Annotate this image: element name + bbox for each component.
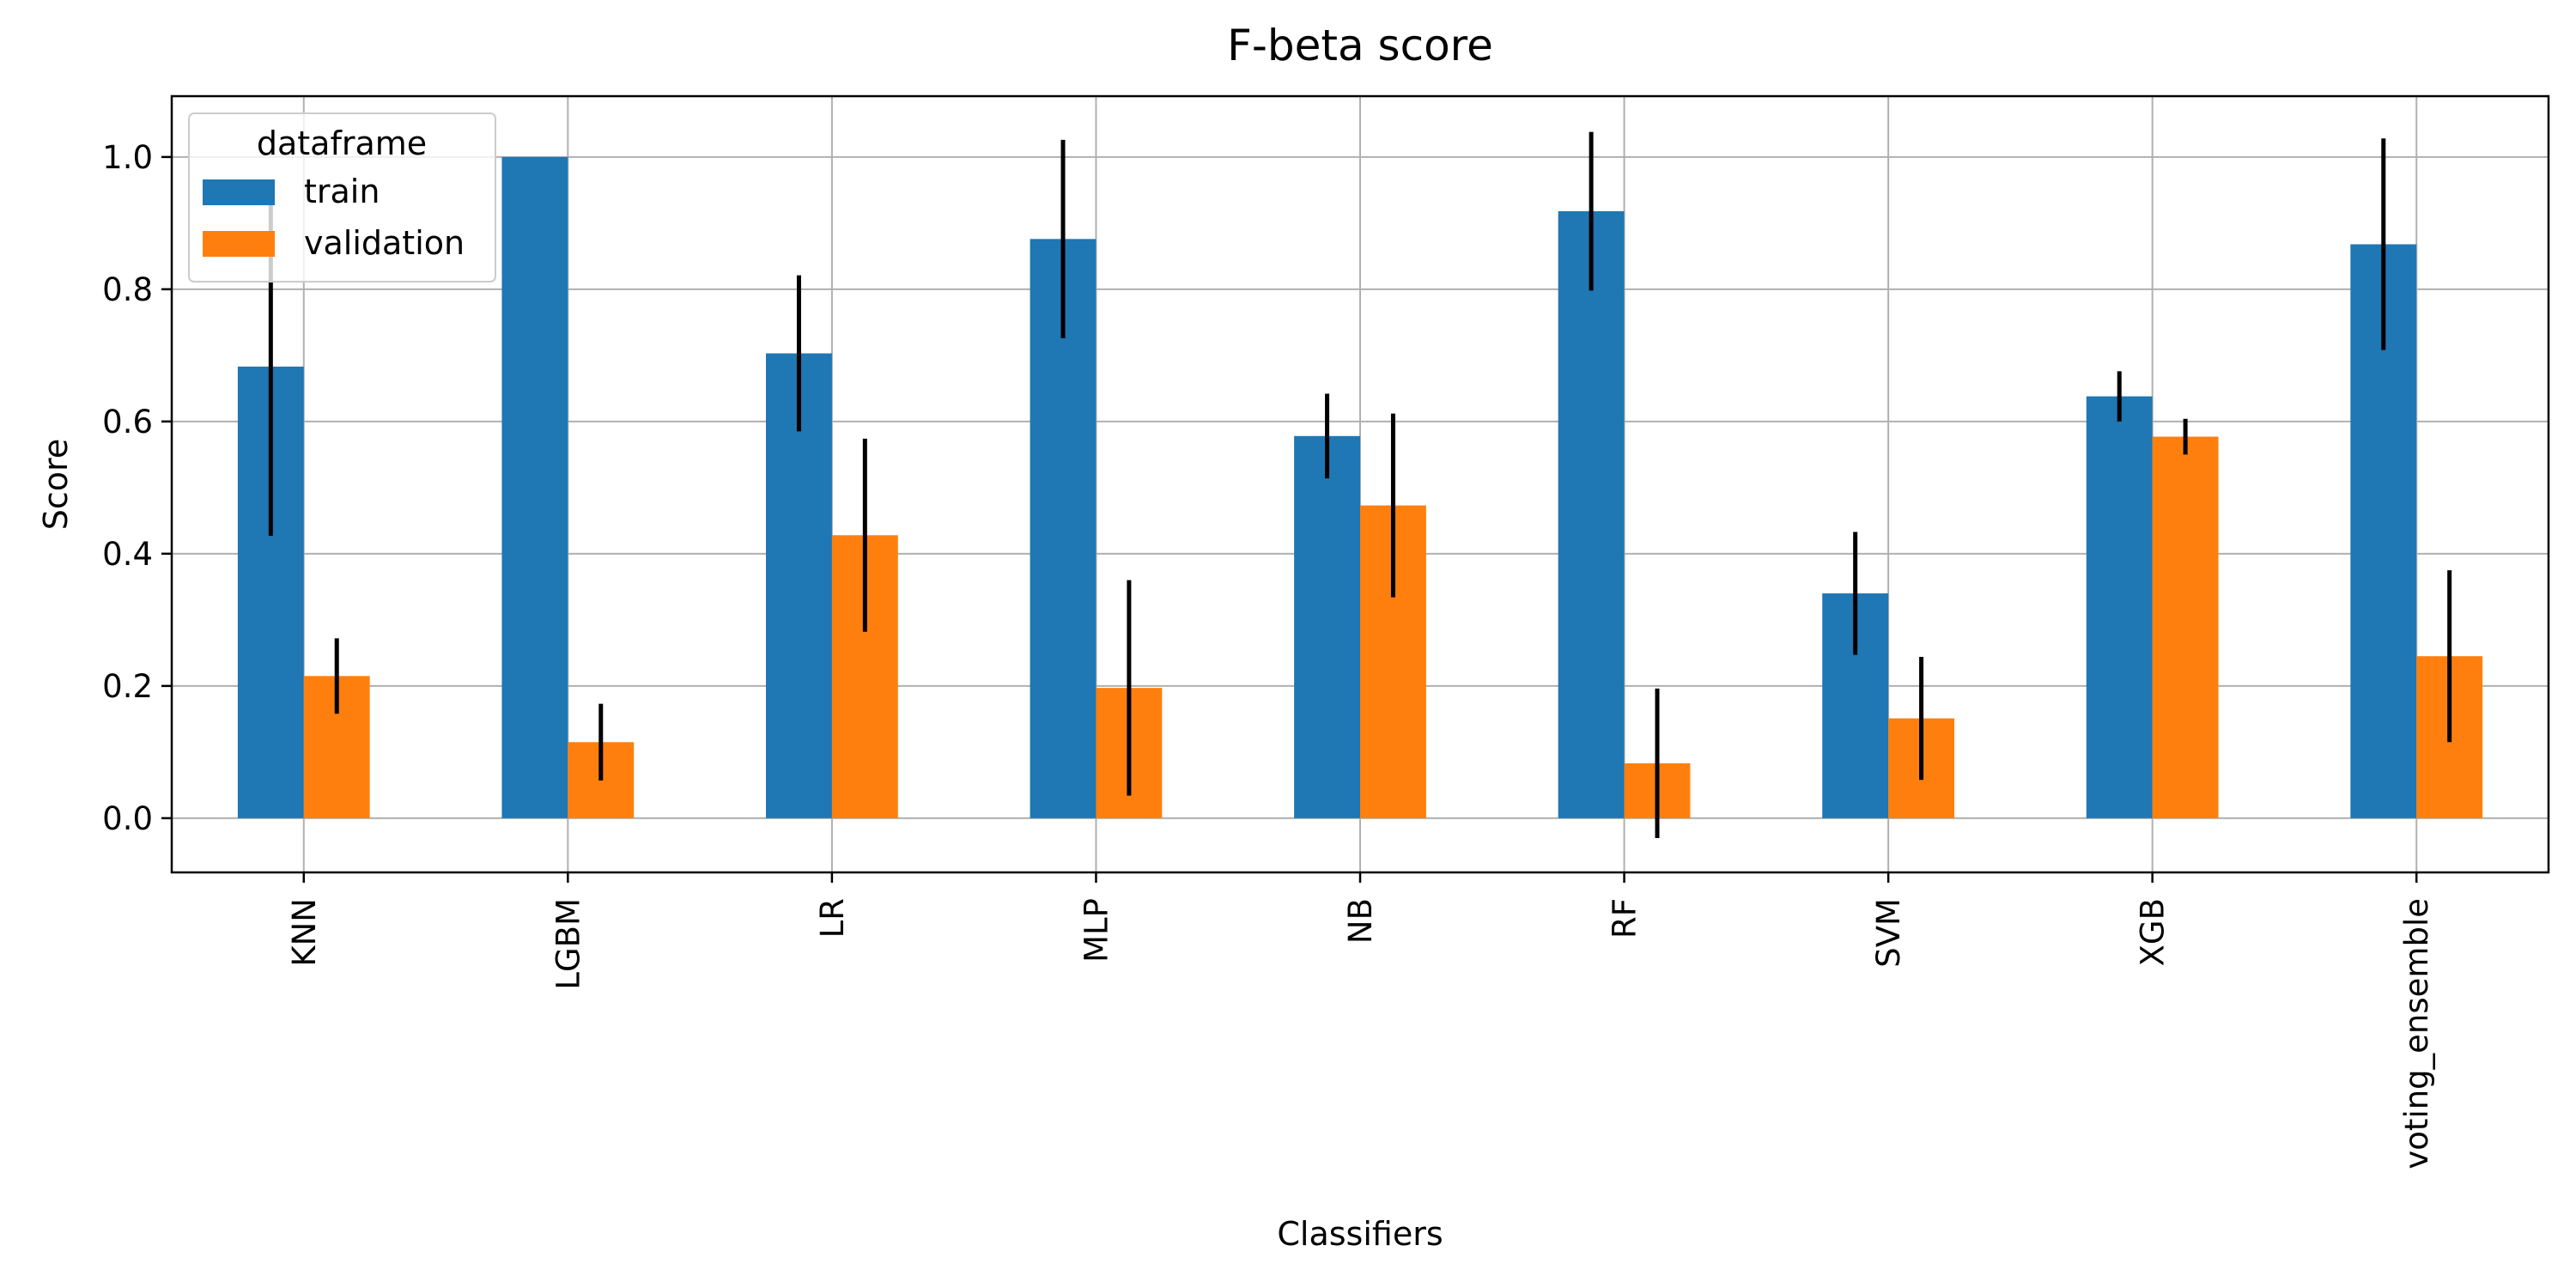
y-tick-label: 0.4	[102, 536, 153, 573]
x-tick-label-rf: RF	[1607, 898, 1643, 939]
x-tick-label-nb: NB	[1342, 898, 1379, 944]
bar-train-nb	[1294, 435, 1360, 818]
x-tick-label-svm: SVM	[1870, 898, 1907, 968]
bar-train-lgbm	[501, 156, 568, 818]
x-tick-label-lr: LR	[814, 898, 851, 938]
x-tick-label-xgb: XGB	[2135, 898, 2172, 966]
y-tick-label: 0.6	[102, 404, 153, 440]
legend-swatch-train	[203, 179, 275, 205]
legend-label-validation: validation	[304, 224, 465, 262]
legend: dataframe train validation	[188, 112, 496, 283]
bar-train-xgb	[2086, 396, 2153, 818]
x-tick-label-voting-ensemble: voting_ensemble	[2398, 898, 2435, 1170]
y-tick-label: 0.0	[102, 800, 153, 837]
chart-title: F-beta score	[1227, 21, 1493, 70]
y-axis-label: Score	[37, 439, 75, 530]
x-axis-label: Classifiers	[1277, 1215, 1443, 1253]
legend-swatch-validation	[203, 231, 275, 257]
x-tick-label-lgbm: LGBM	[550, 898, 586, 990]
y-tick-label: 1.0	[102, 139, 153, 176]
error-bars	[268, 131, 2452, 838]
x-tick-label-knn: KNN	[286, 898, 323, 967]
y-tick-label: 0.2	[102, 668, 153, 705]
bar-train-rf	[1558, 210, 1625, 818]
bars	[237, 156, 2483, 818]
x-tick-label-mlp: MLP	[1078, 898, 1115, 963]
y-tick-label: 0.8	[102, 271, 153, 308]
bar-validation-xgb	[2152, 436, 2219, 818]
legend-title: dataframe	[257, 125, 427, 162]
legend-label-train: train	[304, 173, 380, 210]
axis-ticks: 0.0 0.2 0.4 0.6 0.8 1.0 KNN LGBM LR MLP NB RF SVM XGB…	[102, 139, 2435, 1170]
